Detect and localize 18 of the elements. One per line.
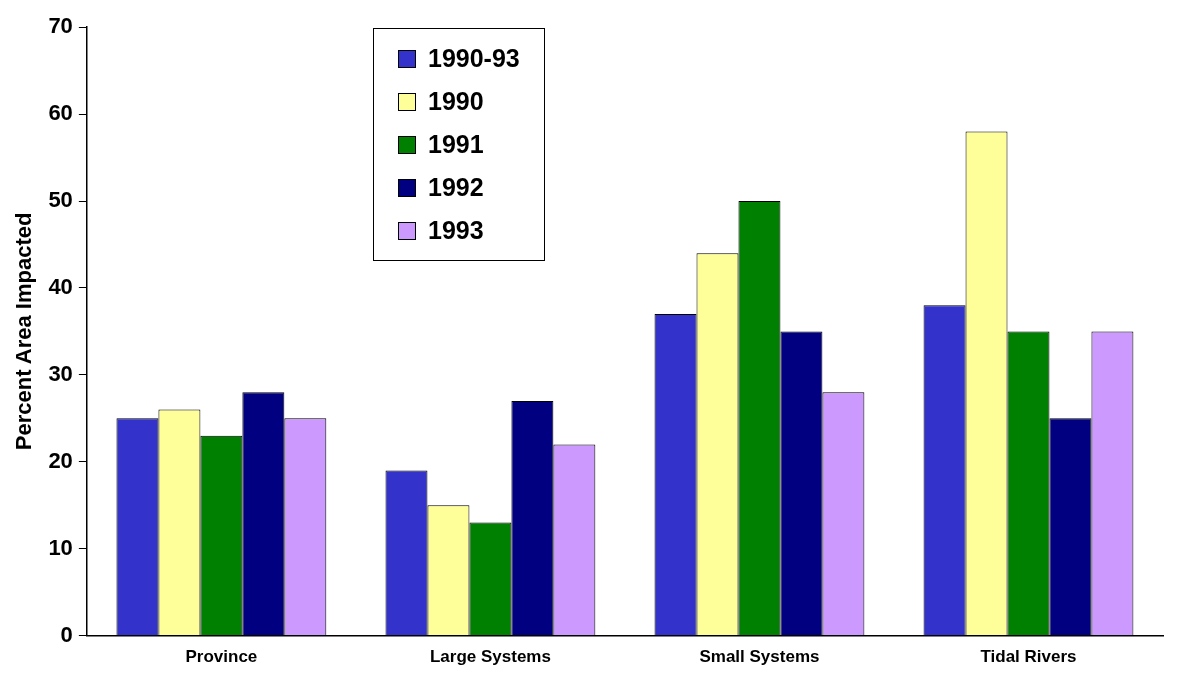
y-tick-label: 70	[48, 13, 73, 39]
y-tick-label: 60	[48, 100, 73, 126]
legend-label: 1992	[428, 173, 484, 202]
x-tick-label: Small Systems	[699, 647, 820, 667]
y-tick-label: 0	[60, 621, 73, 647]
y-tick-label: 40	[48, 274, 73, 300]
x-tick-label: Province	[185, 647, 258, 667]
legend-label: 1991	[428, 130, 484, 159]
y-tick-label: 10	[48, 534, 73, 560]
y-axis-title: Percent Area Impacted	[11, 212, 37, 451]
legend-label: 1990	[428, 87, 484, 116]
legend-label: 1993	[428, 216, 484, 245]
legend-label: 1990-93	[428, 44, 520, 73]
y-tick-label: 50	[48, 187, 73, 213]
x-tick-label: Large Systems	[429, 647, 551, 667]
x-tick-label: Tidal Rivers	[980, 647, 1077, 667]
y-tick-label: 20	[48, 447, 73, 473]
y-tick-label: 30	[48, 360, 73, 386]
